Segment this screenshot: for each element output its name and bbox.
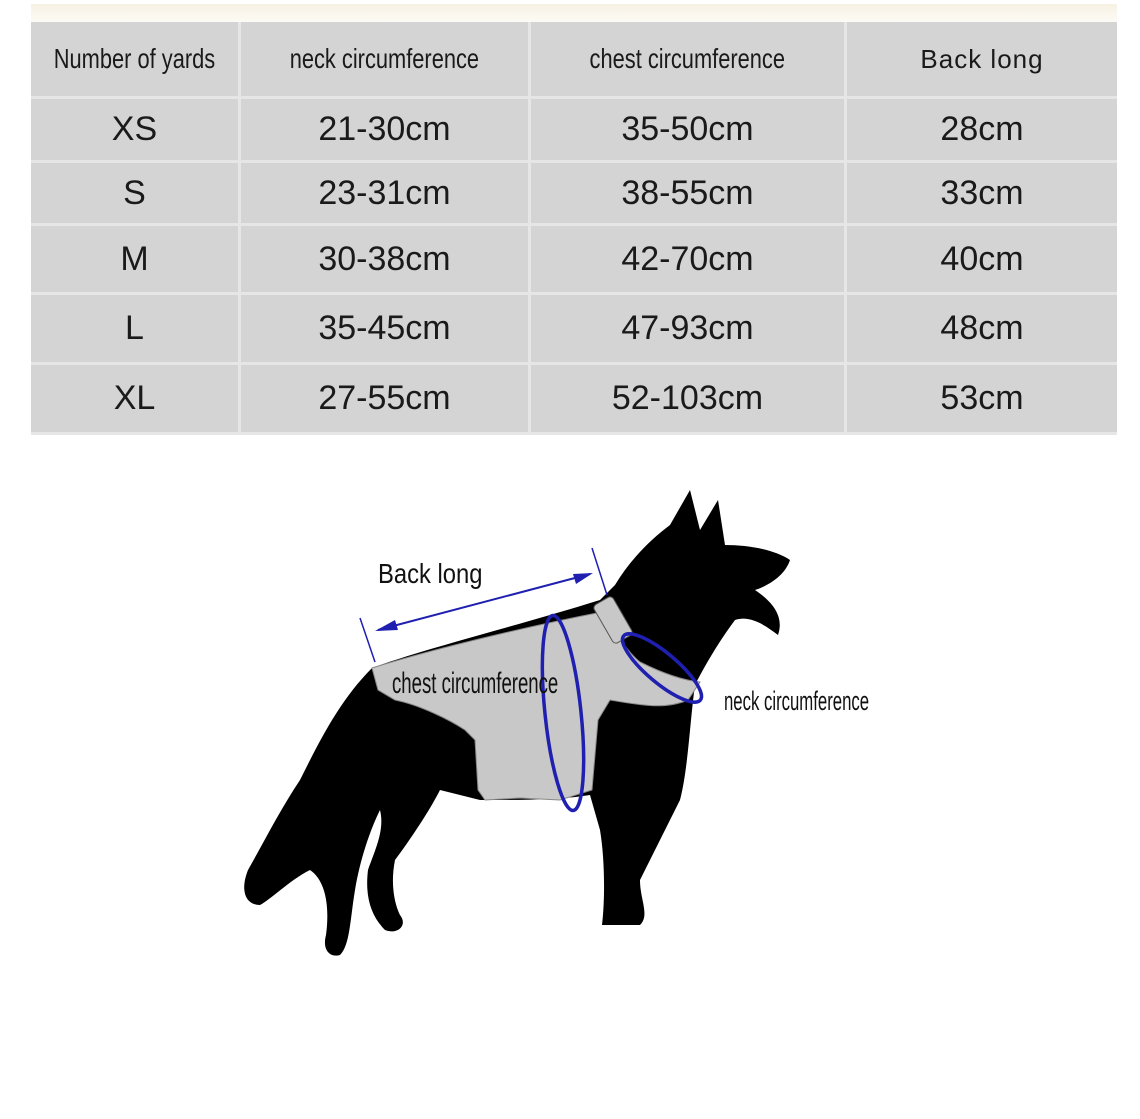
chest-cell: 42-70cm — [527, 223, 847, 295]
table-row: XS 21-30cm 35-50cm 28cm — [31, 96, 1117, 163]
table-row: L 35-45cm 47-93cm 48cm — [31, 292, 1117, 365]
header-text: Back long — [920, 44, 1044, 74]
neck-cell: 30-38cm — [237, 223, 531, 295]
size-cell: XS — [31, 96, 241, 163]
back-long-arrow — [377, 573, 591, 631]
header-size: Number of yards — [31, 22, 241, 99]
neck-cell: 23-31cm — [237, 160, 531, 226]
header-neck: neck circumference — [237, 22, 531, 99]
chest-circumference-loop — [540, 613, 586, 813]
header-text: Number of yards — [53, 43, 216, 74]
chest-cell: 35-50cm — [527, 96, 847, 163]
back-long-tick-right — [591, 547, 608, 596]
header-chest: chest circumference — [527, 22, 847, 99]
table-row: XL 27-55cm 52-103cm 53cm — [31, 362, 1117, 435]
back-long-label: Back long — [378, 557, 482, 589]
arrow-head-right — [573, 573, 593, 584]
chest-cell: 52-103cm — [527, 362, 847, 435]
size-cell: XL — [31, 362, 241, 435]
neck-cell: 21-30cm — [237, 96, 531, 163]
header-text: neck circumference — [289, 43, 480, 74]
back-cell: 28cm — [843, 96, 1117, 163]
header-row: Number of yards neck circumference chest… — [31, 22, 1117, 99]
arrow-head-left — [375, 620, 398, 631]
neck-cell: 27-55cm — [237, 362, 531, 435]
chest-circumference-label: chest circumference — [392, 667, 558, 701]
table-row: S 23-31cm 38-55cm 33cm — [31, 160, 1117, 226]
size-chart-table: Number of yards neck circumference chest… — [31, 22, 1117, 435]
top-band — [31, 4, 1117, 22]
back-cell: 40cm — [843, 223, 1117, 295]
header-back: Back long — [843, 22, 1117, 99]
table-row: M 30-38cm 42-70cm 40cm — [31, 223, 1117, 295]
neck-cell: 35-45cm — [237, 292, 531, 365]
chest-cell: 47-93cm — [527, 292, 847, 365]
size-cell: L — [31, 292, 241, 365]
vest — [371, 611, 701, 801]
chest-cell: 38-55cm — [527, 160, 847, 226]
header-text: chest circumference — [589, 43, 786, 74]
neck-circumference-label: neck circumference — [724, 686, 869, 716]
back-cell: 33cm — [843, 160, 1117, 226]
back-long-tick-left — [359, 617, 376, 663]
size-cell: S — [31, 160, 241, 226]
size-cell: M — [31, 223, 241, 295]
back-cell: 48cm — [843, 292, 1117, 365]
neck-circumference-loop — [620, 632, 704, 704]
back-cell: 53cm — [843, 362, 1117, 435]
